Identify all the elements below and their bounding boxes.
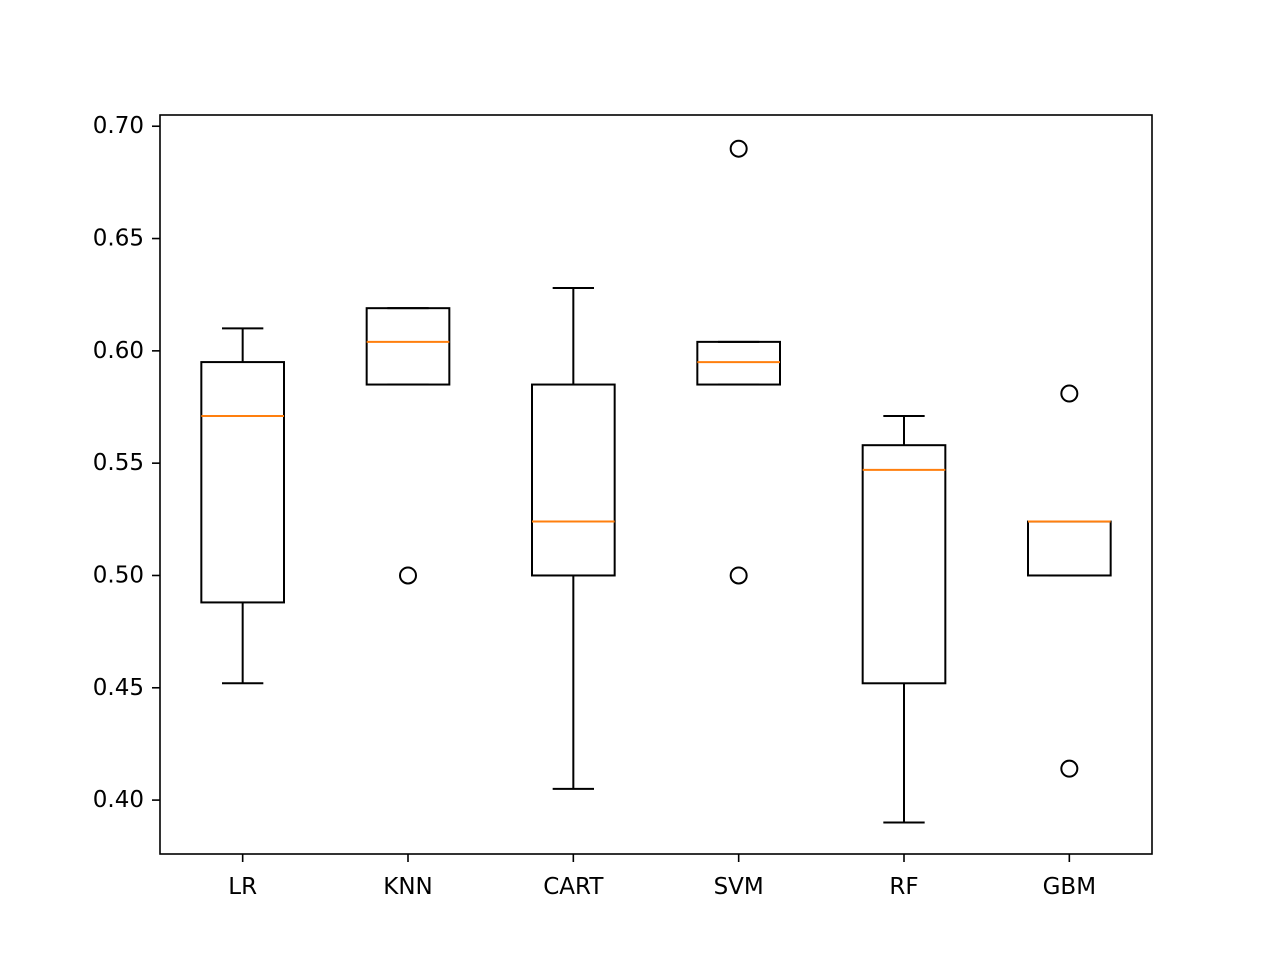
outlier-point: [1060, 759, 1079, 778]
y-tick-label: 0.55: [93, 450, 144, 476]
outlier-point: [729, 139, 748, 158]
x-tick-label-svm: SVM: [714, 874, 764, 900]
box-cart: [531, 286, 616, 790]
x-tick-label-cart: CART: [543, 874, 604, 900]
box-rf: [861, 414, 947, 824]
iqr-box: [200, 361, 285, 604]
y-tick-label: 0.70: [93, 113, 144, 139]
iqr-box: [531, 383, 616, 577]
box-lr: [200, 327, 285, 685]
y-tick-label: 0.45: [93, 675, 144, 701]
box-series: [200, 139, 1112, 824]
y-tick-label: 0.50: [93, 562, 144, 588]
x-tick-label-knn: KNN: [383, 874, 433, 900]
iqr-box: [861, 444, 947, 685]
iqr-box: [365, 307, 451, 386]
x-axis: LR KNN CART SVM RF GBM: [228, 854, 1096, 900]
outlier-point: [399, 566, 417, 585]
box-gbm: [1027, 384, 1112, 778]
outlier-point: [729, 566, 748, 585]
iqr-box: [696, 340, 781, 386]
x-tick-label-rf: RF: [889, 874, 918, 900]
y-tick-label: 0.60: [93, 338, 144, 364]
x-tick-label-gbm: GBM: [1043, 874, 1096, 900]
y-tick-label: 0.65: [93, 226, 144, 252]
y-axis: 0.40 0.45 0.50 0.55 0.60 0.65 0.70: [93, 113, 160, 813]
box-knn: [365, 307, 451, 585]
outlier-point: [1060, 384, 1079, 403]
plot-area-frame: [159, 114, 1153, 855]
y-tick-label: 0.40: [93, 787, 144, 813]
x-tick-label-lr: LR: [228, 874, 257, 900]
box-svm: [696, 139, 781, 585]
